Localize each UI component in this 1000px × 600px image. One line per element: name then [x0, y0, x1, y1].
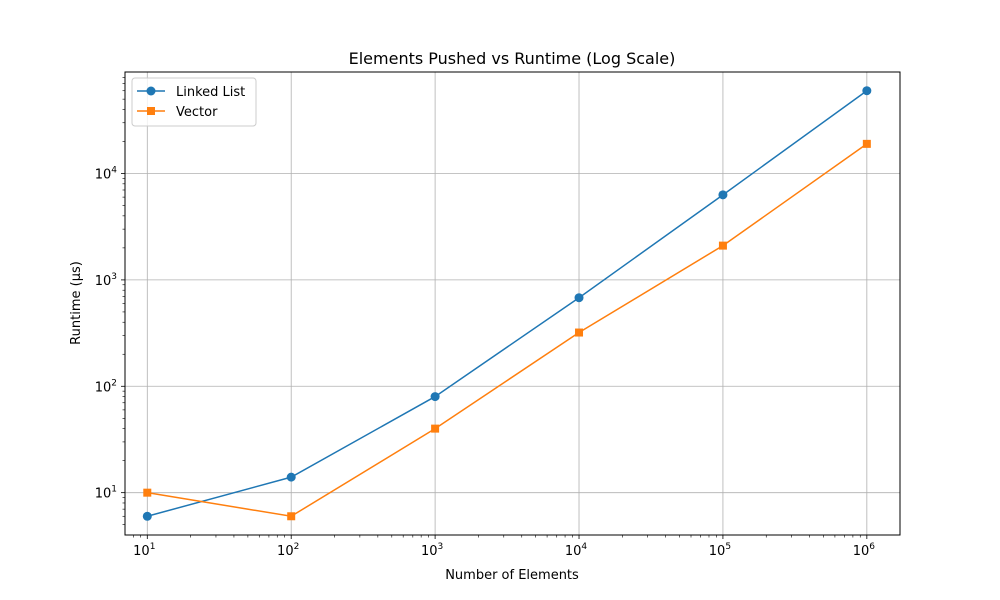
minor-ticks: [122, 77, 861, 538]
x-tick-label: 103: [421, 542, 443, 559]
data-point-vector: [575, 328, 584, 337]
x-axis-label: Number of Elements: [445, 568, 579, 583]
x-tick-label: 106: [853, 542, 876, 559]
data-point-vector: [143, 488, 152, 497]
y-tick-label: 101: [95, 485, 117, 502]
x-tick-label: 101: [133, 542, 155, 559]
series-line-linked-list: [147, 90, 868, 517]
x-tick-label: 105: [709, 542, 731, 559]
y-tick-label: 104: [95, 166, 118, 183]
legend-label-vector: Vector: [176, 105, 218, 120]
x-tick-label: 104: [565, 542, 588, 559]
legend-marker-vector: [147, 107, 155, 115]
data-point-linked-list: [862, 86, 872, 96]
legend: Linked List Vector: [131, 77, 257, 127]
x-tick-label: 102: [277, 542, 299, 559]
plot-area-frame: [124, 71, 901, 536]
data-point-linked-list: [430, 392, 440, 402]
y-tick-label: 102: [95, 378, 117, 395]
legend-box: [131, 77, 257, 127]
y-axis-label: Runtime (µs): [69, 261, 84, 345]
legend-label-linked-list: Linked List: [176, 85, 245, 100]
data-point-vector: [287, 512, 296, 521]
chart-title: Elements Pushed vs Runtime (Log Scale): [349, 49, 676, 68]
data-point-linked-list: [574, 293, 584, 303]
y-tick-label: 103: [95, 272, 117, 289]
x-axis-ticks: 101 102 103 104 105 106: [133, 535, 875, 559]
y-axis-ticks: 101 102 103 104: [95, 166, 125, 502]
data-point-vector: [718, 241, 727, 250]
data-point-vector: [862, 139, 871, 148]
series-line-vector: [147, 143, 868, 518]
legend-marker-linked-list: [146, 86, 156, 96]
series-group: [142, 86, 872, 521]
grid-lines: [125, 72, 900, 535]
data-point-vector: [431, 424, 440, 433]
data-point-linked-list: [142, 511, 152, 521]
data-point-linked-list: [718, 190, 728, 200]
data-point-linked-list: [286, 472, 296, 482]
